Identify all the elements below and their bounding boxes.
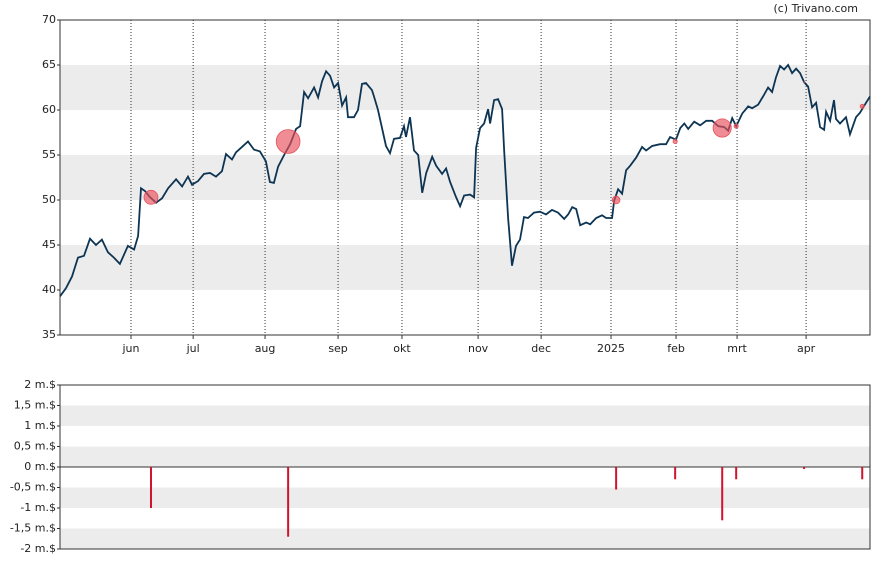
bar [615, 467, 618, 490]
y-tick-label: 50 [42, 193, 56, 206]
y-tick-label: 45 [42, 238, 56, 251]
y-tick-label: 60 [42, 103, 56, 116]
trade-bubble [275, 129, 301, 154]
bar [674, 467, 677, 480]
y-tick-label: 2 m.$ [24, 378, 56, 391]
y-tick-label: 35 [42, 328, 56, 341]
y-tick-label: -2 m.$ [20, 542, 56, 555]
trade-bubble [712, 118, 732, 138]
bar [803, 467, 806, 470]
trade-bubble [859, 103, 865, 109]
y-tick-label: -0,5 m.$ [10, 481, 56, 494]
y-tick-label: 55 [42, 148, 56, 161]
y-tick-label: 65 [42, 58, 56, 71]
y-tick-label: 0 m.$ [24, 460, 56, 473]
bar [149, 467, 152, 508]
plot-frame [59, 19, 871, 336]
y-tick-label: -1 m.$ [20, 501, 56, 514]
trade-bubble [803, 81, 805, 83]
y-tick-label: 40 [42, 283, 56, 296]
trade-bubble [672, 138, 678, 144]
band [60, 487, 870, 508]
band [60, 65, 870, 110]
x-tick-label: dec [531, 342, 551, 355]
trade-bubble [143, 189, 159, 205]
bar [721, 467, 724, 521]
x-tick-label: sep [328, 342, 347, 355]
bar [861, 467, 864, 480]
bar [735, 467, 738, 480]
bar [287, 467, 290, 537]
x-tick-label: nov [468, 342, 489, 355]
y-tick-label: 0,5 m.$ [14, 440, 56, 453]
x-tick-label: jun [122, 342, 140, 355]
band [60, 405, 870, 426]
x-tick-label: apr [797, 342, 816, 355]
plot-frame [59, 384, 871, 550]
x-tick-label: aug [255, 342, 276, 355]
trade-bubble [733, 123, 739, 129]
band [60, 245, 870, 290]
band [60, 155, 870, 200]
y-tick-label: 1,5 m.$ [14, 399, 56, 412]
x-tick-label: jul [186, 342, 200, 355]
credit: (c) Trivano.com [773, 2, 858, 15]
x-tick-label: mrt [727, 342, 747, 355]
x-tick-label: okt [393, 342, 411, 355]
y-tick-label: -1,5 m.$ [10, 522, 56, 535]
band [60, 528, 870, 549]
trade-bubble [611, 195, 621, 205]
y-tick-label: 70 [42, 13, 56, 26]
band [60, 446, 870, 467]
x-tick-label: feb [667, 342, 685, 355]
x-tick-label: 2025 [597, 342, 625, 355]
y-tick-label: 1 m.$ [24, 419, 56, 432]
price-line [59, 63, 871, 297]
